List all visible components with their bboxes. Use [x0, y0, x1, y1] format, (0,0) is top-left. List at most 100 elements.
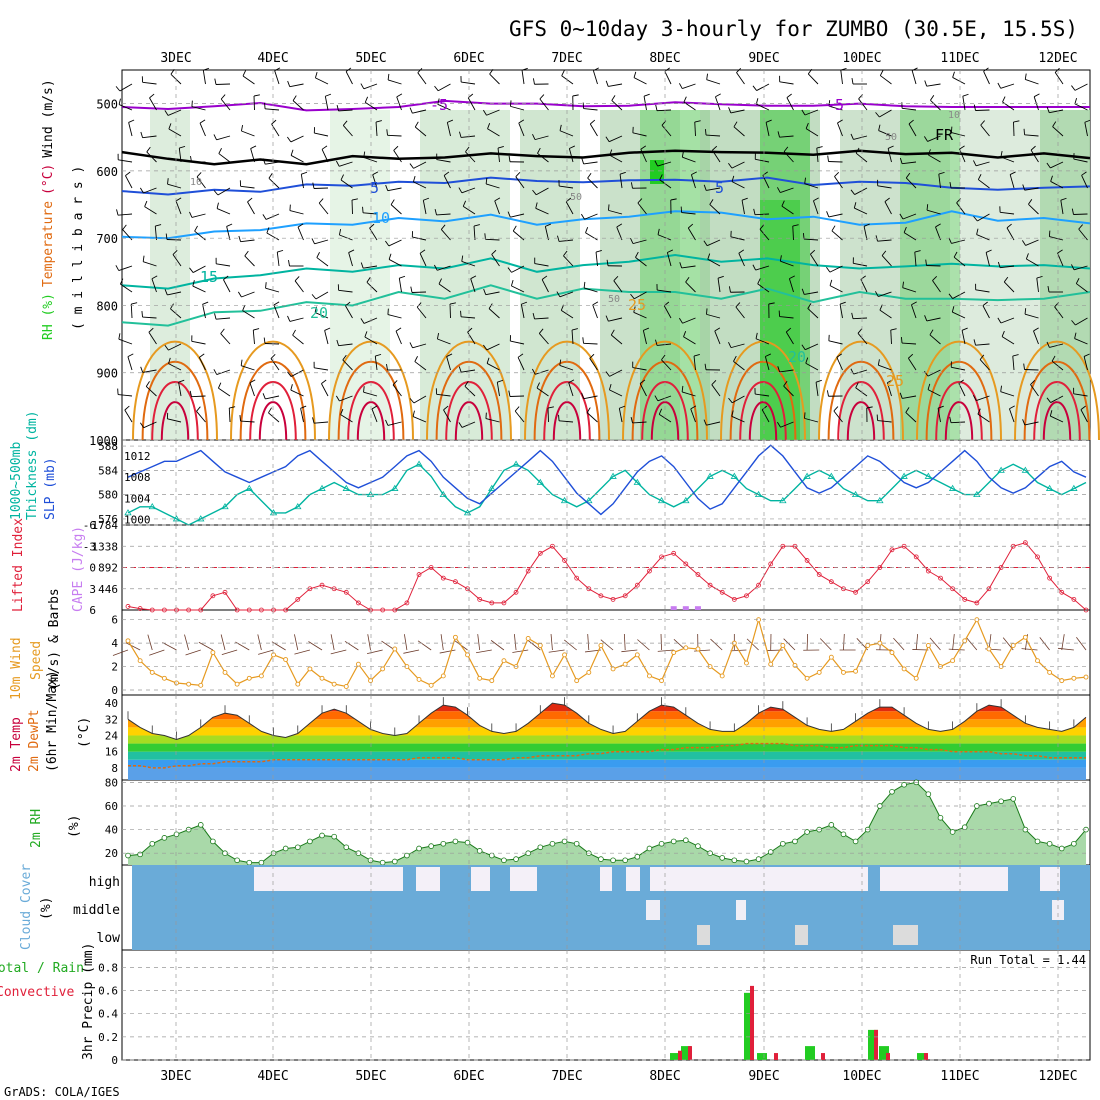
wind-barb — [1026, 258, 1039, 267]
wind-barb-flag — [1030, 145, 1036, 151]
wind-barb — [1073, 158, 1088, 163]
wind-barb-flag — [268, 173, 273, 179]
wind-barb-flag — [805, 122, 809, 129]
lifted-index-marker — [598, 593, 604, 599]
wind-barb-flag — [122, 224, 127, 230]
warm-isotherm — [230, 340, 316, 441]
wind-barb-flag — [609, 149, 613, 156]
wind-barb-flag — [336, 105, 339, 112]
rh-tick-label: 80 — [105, 776, 118, 789]
wind-barb — [142, 81, 157, 85]
thickness-marker — [1070, 484, 1078, 491]
wind-barb — [706, 79, 721, 85]
lifted-index-marker — [647, 568, 652, 574]
rh-marker — [428, 843, 434, 849]
warm-isotherm — [151, 381, 199, 441]
wind-barb-flag — [728, 163, 733, 169]
wind-barb — [290, 389, 304, 397]
wind-barb — [216, 208, 231, 215]
rh-marker — [367, 857, 374, 864]
wind-barb — [143, 421, 157, 429]
wind-barb — [583, 161, 598, 165]
wind-barb — [491, 254, 500, 267]
wind-barb — [289, 83, 304, 88]
wind-barb-flag — [127, 353, 134, 358]
wind-barb-flag — [264, 102, 266, 109]
wind-barb-flag — [613, 276, 619, 281]
wind-barb-flag — [387, 73, 390, 80]
wind-barb-flag — [262, 393, 266, 400]
wind-barb-flag — [395, 327, 402, 332]
surface-wind-barb — [621, 649, 638, 653]
wind-barb-flag — [314, 71, 318, 78]
wind-barb — [783, 151, 794, 163]
wind-speed-marker — [258, 673, 264, 679]
rh-marker — [210, 838, 216, 845]
wind-barb — [583, 342, 598, 345]
wind-speed-marker — [634, 652, 640, 658]
wind-barb — [517, 357, 525, 371]
wind-barb — [125, 175, 133, 189]
lifted-index-marker — [186, 607, 192, 613]
wind-barb-flag — [360, 318, 365, 324]
rh-marker — [877, 803, 883, 809]
wind-barb-flag — [458, 187, 463, 194]
wind-barb — [461, 135, 476, 138]
wind-barb — [1076, 283, 1088, 293]
lifted-index-marker — [913, 554, 919, 560]
wind-barb-flag — [372, 171, 379, 176]
wind-speed-marker — [586, 669, 592, 675]
wind-barb — [953, 256, 966, 267]
convective-bar — [821, 1053, 825, 1060]
wind-barb — [496, 382, 500, 397]
wind-barb — [828, 213, 843, 218]
warm-isotherm — [748, 401, 778, 441]
wind-barb-flag — [630, 293, 635, 300]
warm-isotherm — [524, 340, 610, 441]
wind-barb — [780, 421, 794, 428]
wind-barb-flag — [879, 70, 884, 76]
wind-barb — [422, 200, 427, 215]
wind-barb — [757, 283, 770, 293]
wind-barb-flag — [827, 155, 829, 162]
wind-speed-marker — [853, 668, 859, 674]
contour-label: 50 — [608, 294, 620, 305]
upper-air-ylabel: RH (%)Temperature(°C)Wind (m/s) — [41, 79, 56, 340]
wind-barb — [520, 304, 525, 319]
lifted-index-marker — [222, 589, 228, 595]
thickness-marker — [172, 515, 181, 522]
thickness-tick-label: 576 — [98, 513, 118, 526]
wind-barb — [497, 148, 500, 163]
rh-marker — [949, 829, 956, 835]
wind-barb — [881, 255, 892, 267]
wind-barb-flag — [486, 357, 490, 364]
wind-barb — [518, 122, 525, 137]
lifted-index-marker — [659, 554, 664, 560]
temp-ylabel: 2m DewPt — [27, 709, 42, 772]
lifted-index-marker — [283, 607, 289, 613]
wind-barb-flag — [220, 328, 225, 334]
lifted-index-marker — [161, 607, 167, 613]
wind-barb — [583, 395, 598, 400]
wind-barb — [1050, 161, 1064, 169]
lifted-index-marker — [356, 600, 361, 606]
wind-barb-flag — [572, 94, 579, 97]
wind-barb — [167, 109, 182, 116]
wind-barb-flag — [274, 67, 281, 72]
wind-barb — [683, 336, 696, 345]
wind-speed-marker — [719, 673, 725, 679]
wind-barb — [363, 265, 378, 269]
wind-barb-flag — [1046, 162, 1051, 169]
wind-barb-flag — [733, 355, 737, 362]
wind-barb — [191, 213, 206, 218]
wind-barb — [365, 101, 378, 111]
lifted-index-tick-label: 6 — [89, 604, 96, 617]
wind-barb-flag — [1000, 151, 1003, 158]
wind-barb-flag — [164, 289, 168, 296]
series-SLP — [127, 444, 1087, 516]
surface-wind-barb — [477, 634, 481, 651]
wind-barb — [1000, 156, 1015, 163]
wind-barb-flag — [801, 344, 806, 350]
wind-barb-flag — [679, 262, 683, 269]
thickness-marker — [512, 460, 520, 467]
